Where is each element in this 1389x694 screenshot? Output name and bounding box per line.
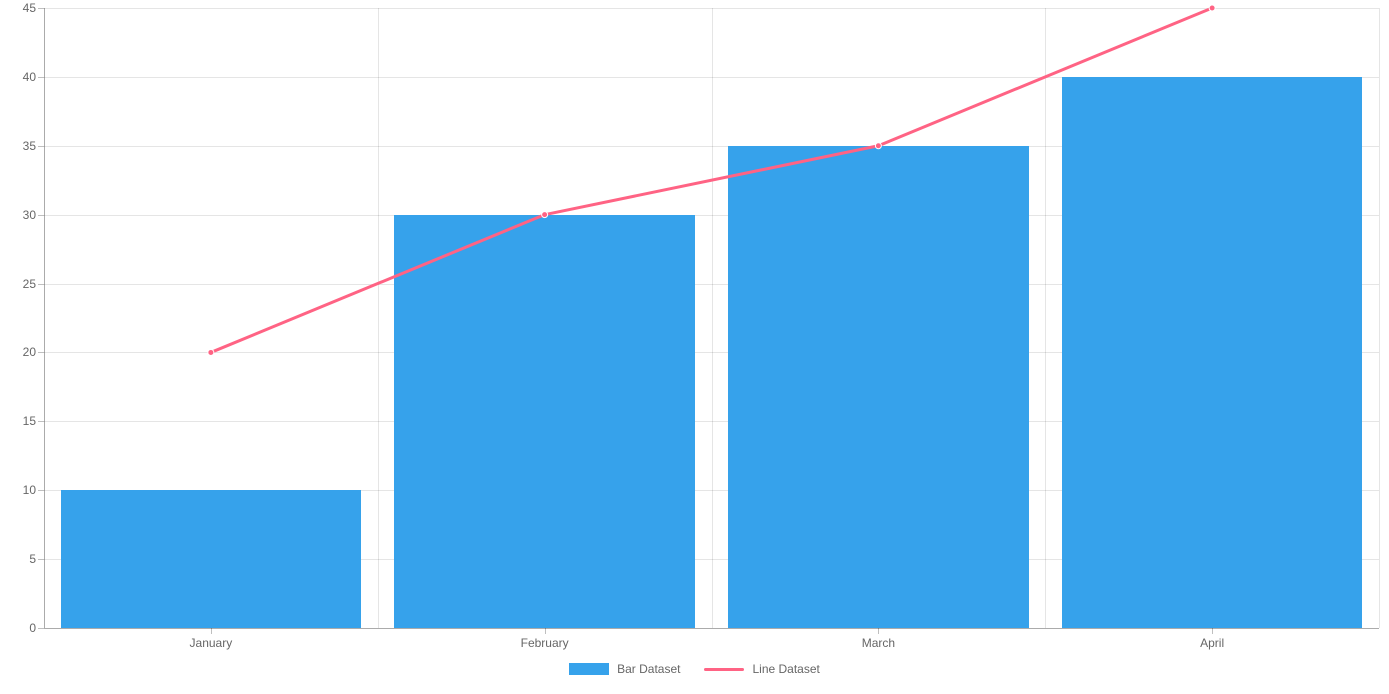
line-point <box>208 349 214 355</box>
line-point <box>1209 5 1215 11</box>
grid-line-v <box>1379 8 1380 628</box>
legend-swatch-line <box>704 668 744 671</box>
plot-area: 051015202530354045JanuaryFebruaryMarchAp… <box>44 8 1379 628</box>
legend-label: Bar Dataset <box>617 662 680 676</box>
legend-label: Line Dataset <box>752 662 819 676</box>
line-point <box>542 212 548 218</box>
combo-chart: 051015202530354045JanuaryFebruaryMarchAp… <box>0 0 1389 694</box>
line-series <box>44 8 1379 628</box>
legend-item[interactable]: Bar Dataset <box>569 662 680 676</box>
line-point <box>875 143 881 149</box>
legend-swatch-box <box>569 663 609 675</box>
x-axis-line <box>44 628 1379 629</box>
legend: Bar Dataset Line Dataset <box>0 662 1389 676</box>
legend-item[interactable]: Line Dataset <box>704 662 819 676</box>
